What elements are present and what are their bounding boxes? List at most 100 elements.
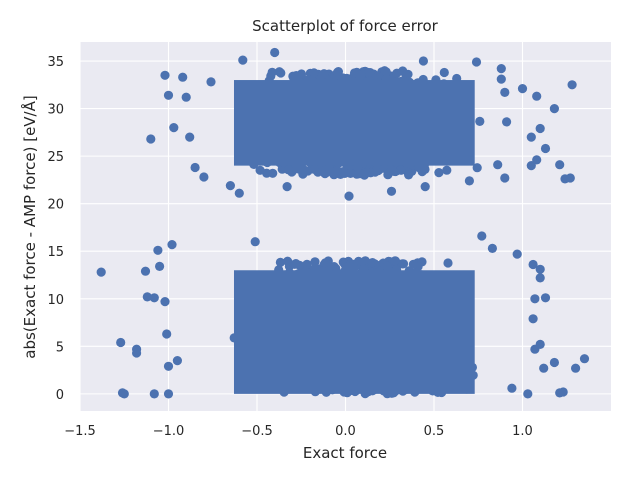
data-point (464, 176, 474, 186)
data-point (526, 161, 536, 171)
data-point (160, 297, 170, 307)
x-axis-label: Exact force (303, 444, 387, 462)
x-tick-label: 0.0 (335, 424, 356, 439)
data-point (250, 237, 260, 247)
data-point (392, 68, 402, 78)
data-point (471, 57, 482, 67)
data-point (206, 77, 216, 87)
data-point (397, 259, 407, 269)
data-point (167, 240, 177, 250)
x-tick-label: −1.5 (64, 424, 96, 439)
data-point (386, 186, 397, 196)
data-point (528, 259, 538, 270)
data-point (408, 259, 418, 269)
data-point (283, 165, 293, 175)
data-point (149, 293, 159, 303)
data-point (442, 165, 452, 175)
y-axis-ticks: 0 5 10 15 20 25 30 35 (47, 55, 64, 403)
data-point (155, 261, 165, 271)
data-point (567, 80, 577, 90)
data-point (523, 389, 533, 399)
y-tick-label: 25 (47, 150, 64, 165)
data-point (390, 256, 400, 266)
data-point (439, 67, 449, 78)
data-point (268, 168, 278, 178)
data-point (517, 84, 528, 94)
x-axis-ticks: −1.5 −1.0 −0.5 0.0 0.5 1.0 (64, 424, 533, 439)
data-point (549, 357, 560, 368)
data-point (512, 249, 522, 259)
data-point (443, 258, 453, 268)
data-point (181, 92, 191, 102)
data-point (355, 169, 365, 179)
data-point (565, 173, 575, 183)
data-point (302, 259, 312, 269)
data-point (185, 132, 195, 142)
cluster-core (233, 80, 475, 166)
data-point (539, 363, 549, 373)
data-point (190, 162, 200, 173)
data-points (96, 47, 590, 399)
data-point (535, 123, 545, 134)
data-point (475, 116, 485, 126)
x-tick-label: −1.0 (153, 424, 185, 439)
data-point (162, 329, 172, 339)
data-point (172, 356, 182, 366)
data-point (418, 56, 428, 66)
data-point (549, 104, 560, 114)
data-point (153, 245, 163, 255)
data-point (367, 258, 378, 268)
data-point (380, 67, 391, 77)
data-point (507, 383, 517, 393)
data-point (270, 47, 280, 58)
data-point (530, 294, 540, 304)
data-point (528, 314, 538, 324)
data-point (298, 164, 309, 175)
data-point (382, 261, 392, 271)
data-point (532, 91, 542, 101)
data-point (199, 172, 209, 182)
x-tick-label: 1.0 (512, 424, 533, 439)
data-point (579, 354, 590, 364)
data-point (310, 257, 320, 267)
data-point (309, 164, 319, 174)
data-point (116, 337, 126, 348)
data-point (530, 344, 540, 354)
data-point (487, 243, 497, 253)
data-point (255, 165, 265, 175)
data-point (472, 163, 482, 173)
data-point (276, 68, 286, 78)
data-point (225, 181, 235, 191)
data-point (163, 361, 174, 371)
data-point (404, 170, 414, 180)
data-point (142, 292, 152, 302)
y-tick-label: 5 (56, 340, 64, 355)
data-point (163, 389, 174, 399)
data-point (500, 173, 510, 183)
data-point (496, 64, 506, 74)
data-point (360, 256, 370, 266)
y-tick-label: 20 (47, 198, 64, 213)
data-point (555, 160, 565, 170)
data-point (119, 389, 129, 399)
data-point (558, 387, 568, 397)
data-point (571, 363, 581, 373)
data-point (140, 266, 151, 276)
data-point (238, 55, 248, 65)
data-point (267, 67, 277, 77)
data-point (132, 348, 142, 358)
y-tick-label: 35 (47, 55, 64, 70)
data-point (149, 389, 159, 399)
data-point (363, 68, 374, 78)
data-point (163, 90, 174, 100)
data-point (420, 182, 430, 192)
data-point (275, 257, 285, 267)
data-point (146, 134, 156, 144)
y-tick-label: 30 (47, 103, 64, 118)
cluster-core (233, 270, 475, 394)
data-point (293, 71, 303, 81)
data-point (532, 155, 542, 165)
data-point (96, 267, 106, 277)
data-point (319, 69, 329, 79)
data-point (535, 264, 545, 274)
